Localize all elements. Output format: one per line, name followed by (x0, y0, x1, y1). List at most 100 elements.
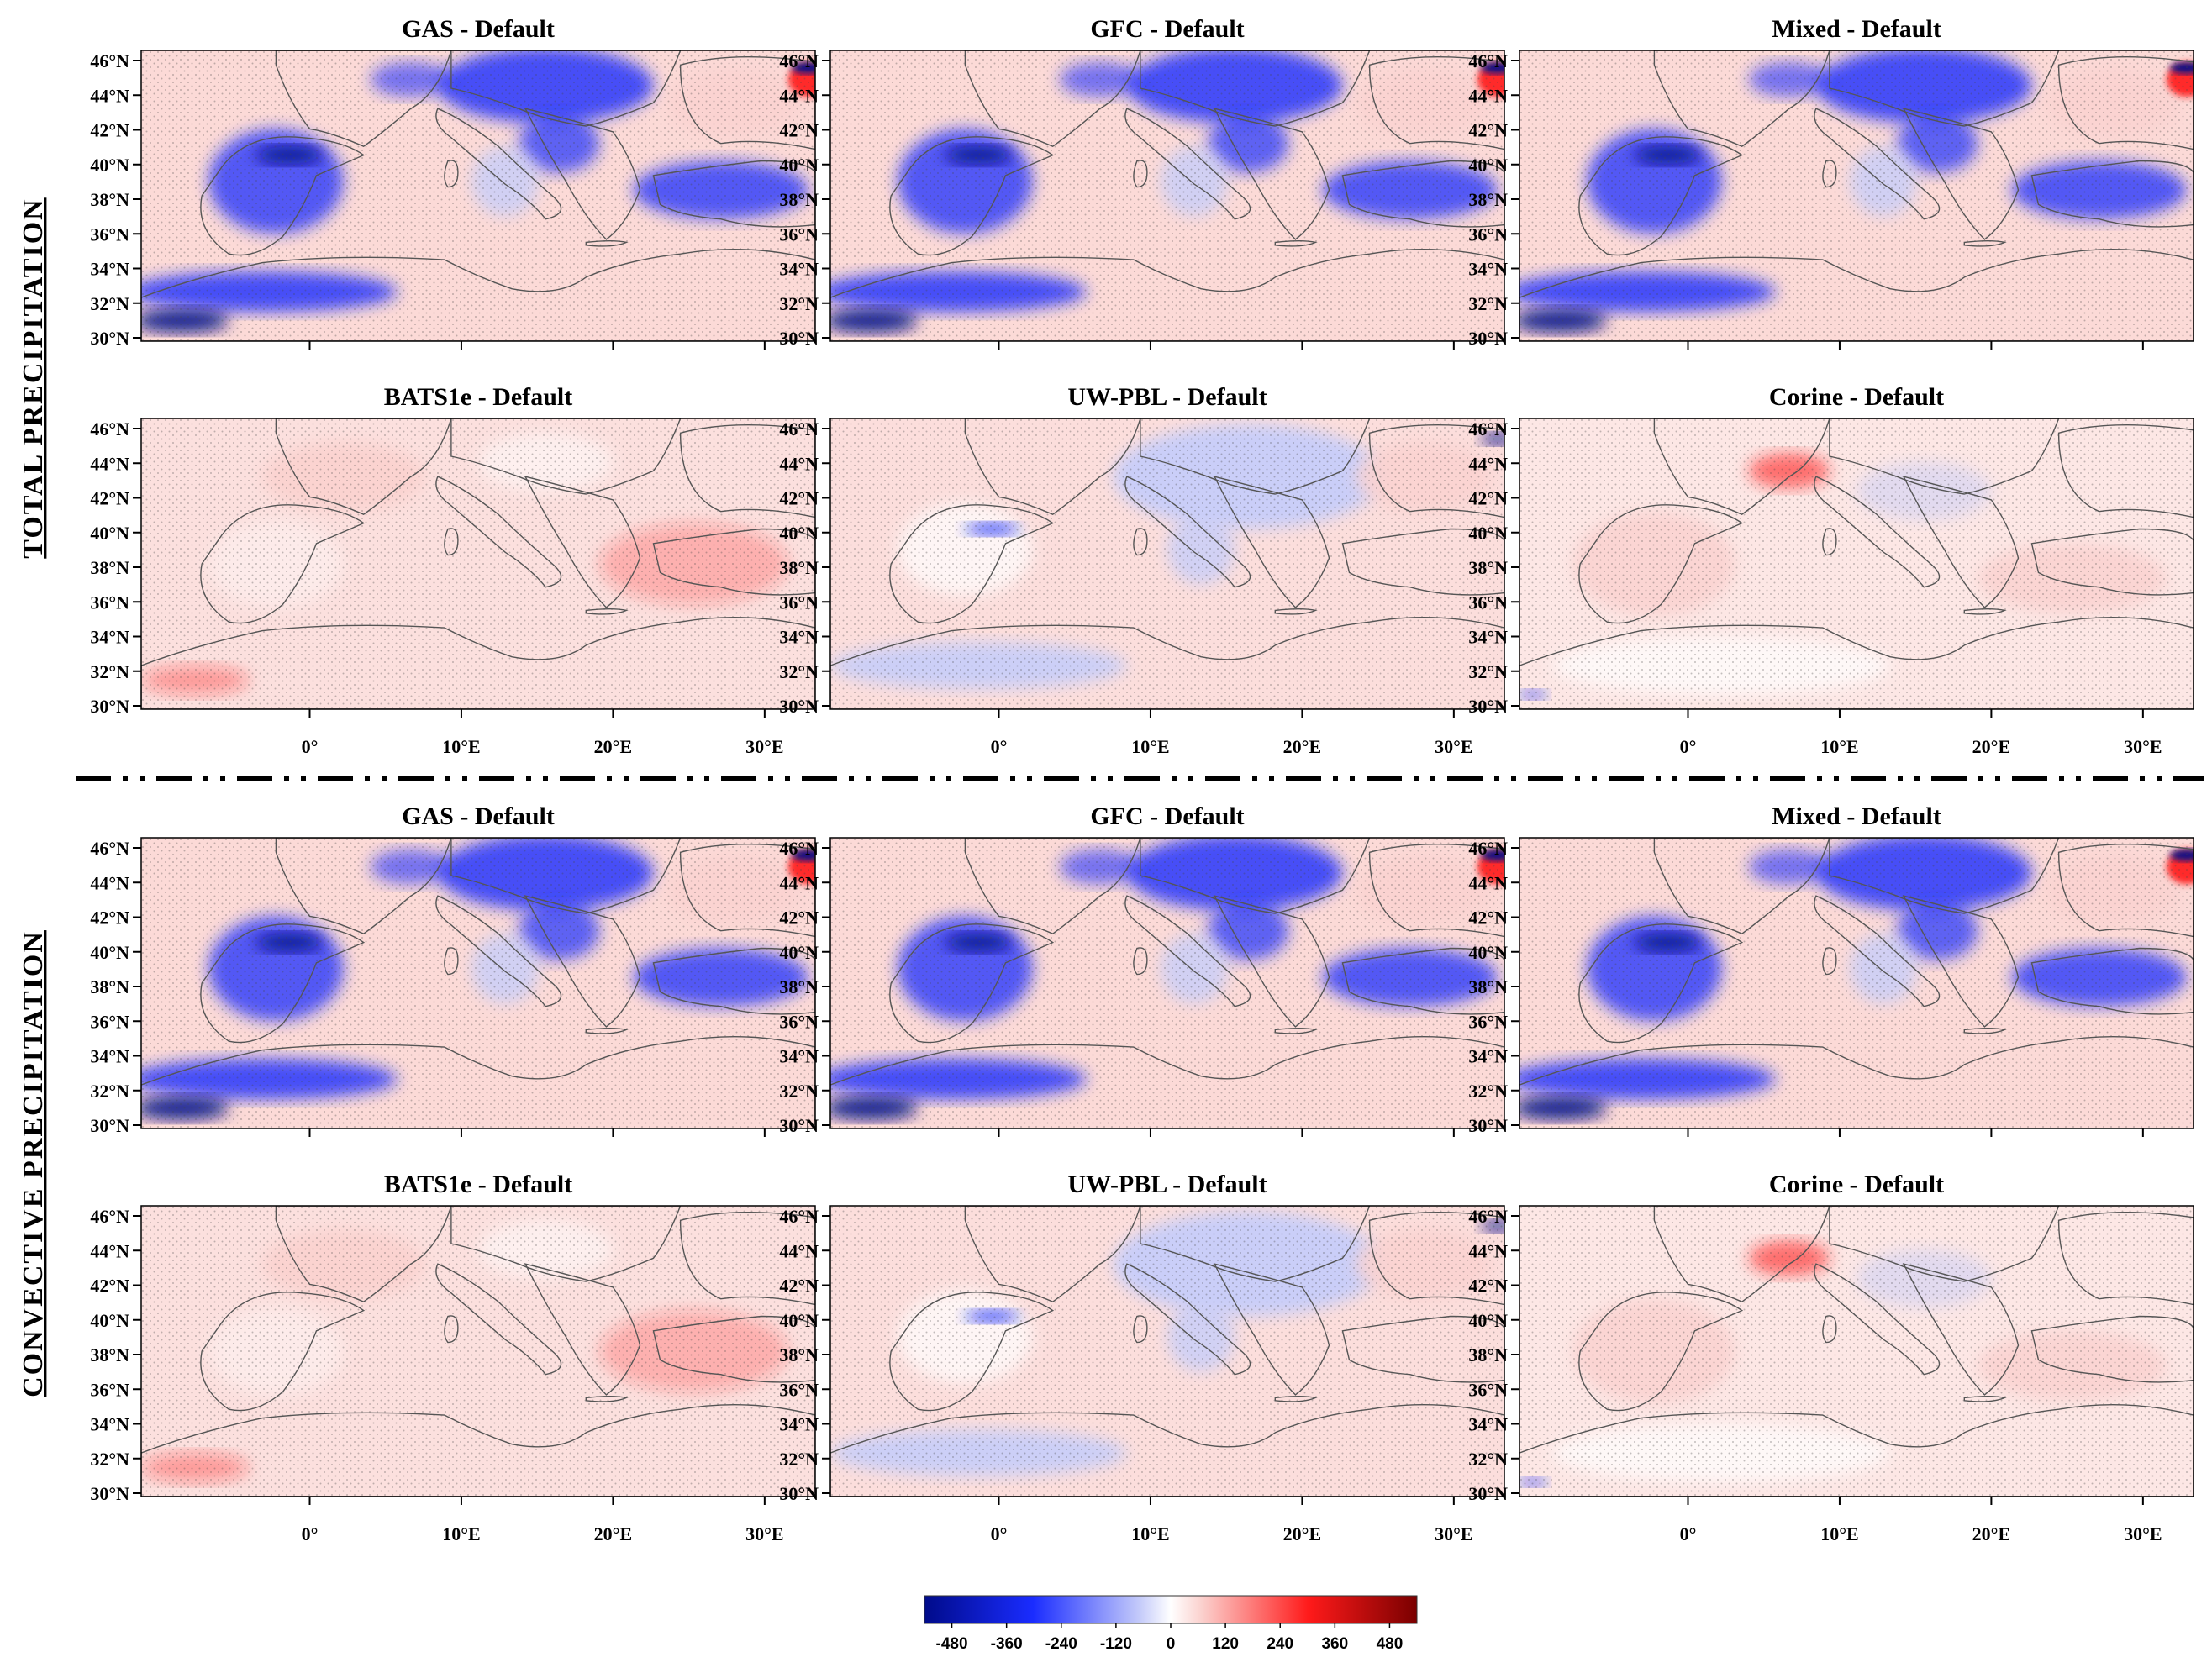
colorbar-tick-label: 0 (1167, 1635, 1176, 1653)
lat-tick-label: 42°N (90, 120, 129, 141)
coastlines (141, 418, 815, 709)
lat-tick-label: 46°N (779, 838, 819, 859)
map-panel: GAS - Default 46°N 44°N 42°N 40°N 38°N 36°N 34°… (90, 802, 816, 1137)
map-panel: GFC - Default 46°N 44°N 42°N 40°N 38°N 36°N 34°… (779, 15, 1505, 350)
panel-frame (1519, 50, 2194, 342)
lon-tick-label: 10°E (1131, 736, 1169, 757)
lon-tick-label: 0° (1680, 736, 1697, 757)
lon-tick-label: 30°E (1435, 736, 1472, 757)
panel-frame (830, 418, 1505, 710)
lat-tick-label: 40°N (779, 942, 819, 963)
panel-frame (140, 418, 816, 710)
lon-tick-label: 10°E (1131, 1523, 1169, 1544)
panel-title: GFC - Default (1090, 802, 1244, 830)
panel-frame (830, 1205, 1505, 1497)
lat-tick-label: 34°N (779, 259, 819, 280)
panel-frame (140, 837, 816, 1129)
lat-tick-label: 36°N (1468, 592, 1508, 613)
colorbar-tick-label: -120 (1100, 1635, 1132, 1653)
lat-tick-label: 42°N (1468, 488, 1508, 509)
lat-tick-label: 40°N (779, 1310, 819, 1331)
map-panel: BATS1e - Default 46°N 44°N 42°N 40°N 38°N 36°N… (90, 383, 816, 757)
map-panel: Mixed - Default 46°N 44°N 42°N 40°N 38°N 36°N 3… (1468, 15, 2194, 350)
lat-tick-label: 30°N (779, 696, 819, 717)
lat-tick-label: 34°N (1468, 1046, 1508, 1067)
lat-tick-label: 40°N (779, 523, 819, 544)
lat-tick-label: 38°N (1468, 976, 1508, 997)
lon-tick-label: 30°E (745, 736, 783, 757)
lon-tick-label: 20°E (1972, 736, 2010, 757)
lon-tick-label: 30°E (2124, 736, 2162, 757)
lat-tick-label: 30°N (1468, 1115, 1508, 1136)
coastlines (1519, 418, 2194, 709)
lat-tick-label: 34°N (90, 259, 129, 280)
panel-frame (830, 837, 1505, 1129)
lat-tick-label: 30°N (1468, 696, 1508, 717)
lat-tick-label: 44°N (90, 872, 129, 893)
lat-tick-label: 38°N (779, 557, 819, 578)
colorbar: -480 -360 -240 -120 0 120 240 360 480 (924, 1595, 1418, 1653)
panel-frame (140, 1205, 816, 1497)
lon-tick-label: 0° (302, 1523, 319, 1544)
panel-frame (1519, 418, 2194, 710)
difference-field (1519, 50, 2194, 341)
colorbar-tick-label: -480 (936, 1635, 968, 1653)
lat-tick-label: 36°N (779, 592, 819, 613)
significance-stippling (141, 418, 815, 709)
lat-tick-label: 32°N (1468, 1081, 1508, 1102)
lat-tick-label: 30°N (90, 696, 129, 717)
lat-tick-label: 46°N (1468, 838, 1508, 859)
map-panel: Corine - Default 46°N 44°N 42°N 40°N 38°N 36°N… (1468, 383, 2194, 757)
significance-stippling (1519, 838, 2194, 1128)
lat-tick-label: 40°N (90, 942, 129, 963)
lat-tick-label: 32°N (90, 1449, 129, 1470)
lat-tick-label: 46°N (1468, 1206, 1508, 1227)
lat-tick-label: 34°N (779, 1046, 819, 1067)
lat-tick-label: 42°N (1468, 908, 1508, 929)
lat-tick-label: 44°N (1468, 453, 1508, 474)
lat-tick-label: 40°N (1468, 1310, 1508, 1331)
lat-tick-label: 44°N (779, 85, 819, 106)
lat-tick-label: 44°N (1468, 85, 1508, 106)
lat-tick-label: 38°N (1468, 1344, 1508, 1365)
lat-tick-label: 32°N (1468, 1449, 1508, 1470)
lon-tick-label: 20°E (594, 736, 632, 757)
lat-tick-label: 36°N (1468, 1011, 1508, 1032)
lon-tick-label: 0° (991, 736, 1008, 757)
lat-tick-label: 46°N (779, 418, 819, 439)
panel-frame (1519, 837, 2194, 1129)
lat-tick-label: 36°N (90, 1011, 129, 1032)
lat-tick-label: 32°N (779, 1449, 819, 1470)
lat-tick-label: 46°N (779, 50, 819, 71)
lon-tick-label: 30°E (745, 1523, 783, 1544)
lat-tick-label: 34°N (779, 627, 819, 648)
colorbar-tick-label: 120 (1212, 1635, 1239, 1653)
lat-tick-label: 40°N (90, 155, 129, 176)
panel-title: BATS1e - Default (384, 1171, 572, 1198)
lat-tick-label: 42°N (779, 120, 819, 141)
coastlines (141, 50, 815, 341)
map-panel: UW-PBL - Default 46°N 44°N 42°N 40°N 38°N 36°N… (779, 1171, 1505, 1544)
coastlines (1519, 1206, 2194, 1497)
lon-tick-label: 10°E (1820, 1523, 1858, 1544)
lat-tick-label: 42°N (1468, 120, 1508, 141)
lon-tick-label: 10°E (1820, 736, 1858, 757)
lat-tick-label: 30°N (779, 1115, 819, 1136)
panel-title: Mixed - Default (1772, 802, 1941, 830)
panel-title: GFC - Default (1090, 15, 1244, 43)
lon-tick-label: 30°E (1435, 1523, 1472, 1544)
lat-tick-label: 34°N (90, 1046, 129, 1067)
lat-tick-label: 42°N (779, 488, 819, 509)
lat-tick-label: 42°N (90, 1276, 129, 1297)
lat-tick-label: 42°N (779, 1276, 819, 1297)
colorbar-tick-label: 360 (1321, 1635, 1348, 1653)
lat-tick-label: 32°N (779, 1081, 819, 1102)
lon-tick-label: 20°E (1283, 1523, 1321, 1544)
significance-stippling (141, 1206, 815, 1497)
lat-tick-label: 30°N (90, 1115, 129, 1136)
significance-stippling (830, 1206, 1504, 1497)
difference-field (141, 418, 815, 709)
panel-title: Corine - Default (1769, 1171, 1944, 1198)
lat-tick-label: 44°N (90, 453, 129, 474)
coastlines (1519, 838, 2194, 1128)
